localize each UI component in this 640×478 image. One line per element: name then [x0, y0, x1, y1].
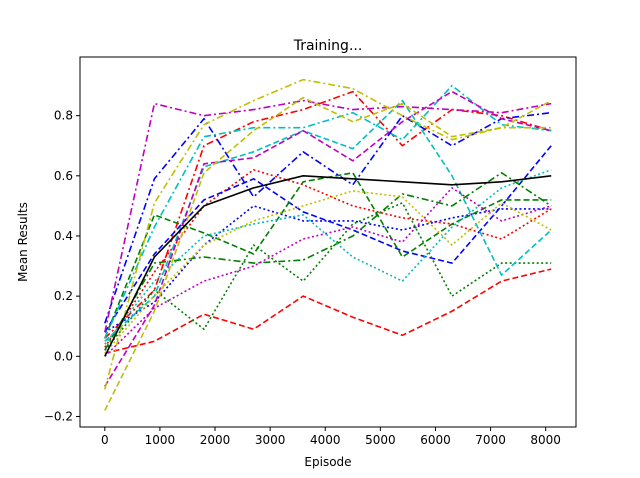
series-line-8 — [104, 172, 552, 351]
x-tick-label: 6000 — [420, 433, 451, 447]
y-tick-label: 0.6 — [54, 169, 73, 183]
x-tick-label: 1000 — [145, 433, 176, 447]
x-axis-ticks: 0 1000 2000 3000 4000 5000 6000 7000 8000 — [101, 427, 561, 447]
series-line-9 — [104, 202, 552, 351]
y-tick-label: 0.8 — [54, 109, 73, 123]
x-tick-label: 4000 — [310, 433, 341, 447]
series-line-19 — [104, 175, 552, 357]
x-tick-label: 7000 — [475, 433, 506, 447]
x-axis-label: Episode — [304, 455, 351, 469]
series-line-6 — [104, 205, 552, 333]
series-line-3 — [104, 169, 552, 348]
series-line-14 — [104, 99, 552, 333]
y-axis-label: Mean Results — [16, 202, 30, 282]
x-tick-label: 0 — [101, 433, 109, 447]
plot-frame — [79, 56, 577, 428]
x-tick-label: 3000 — [255, 433, 286, 447]
series-line-18 — [104, 190, 552, 354]
series-line-12 — [104, 169, 552, 345]
series-line-1 — [104, 268, 552, 355]
x-tick-label: 5000 — [365, 433, 396, 447]
y-tick-label: 0.4 — [54, 229, 73, 243]
chart-title: Training... — [293, 38, 363, 54]
x-tick-label: 2000 — [200, 433, 231, 447]
series-line-2 — [104, 90, 552, 339]
x-tick-label: 8000 — [530, 433, 561, 447]
series-line-13 — [104, 90, 552, 387]
series-line-11 — [104, 84, 552, 339]
y-axis-ticks: −0.2 0.0 0.2 0.4 0.6 0.8 — [44, 109, 80, 423]
series-line-5 — [104, 111, 552, 324]
y-tick-label: 0.0 — [54, 349, 73, 363]
y-tick-label: 0.2 — [54, 289, 73, 303]
series-line-4 — [104, 145, 552, 333]
series-line-16 — [104, 96, 552, 411]
y-tick-label: −0.2 — [44, 409, 73, 423]
series-lines — [104, 78, 552, 411]
